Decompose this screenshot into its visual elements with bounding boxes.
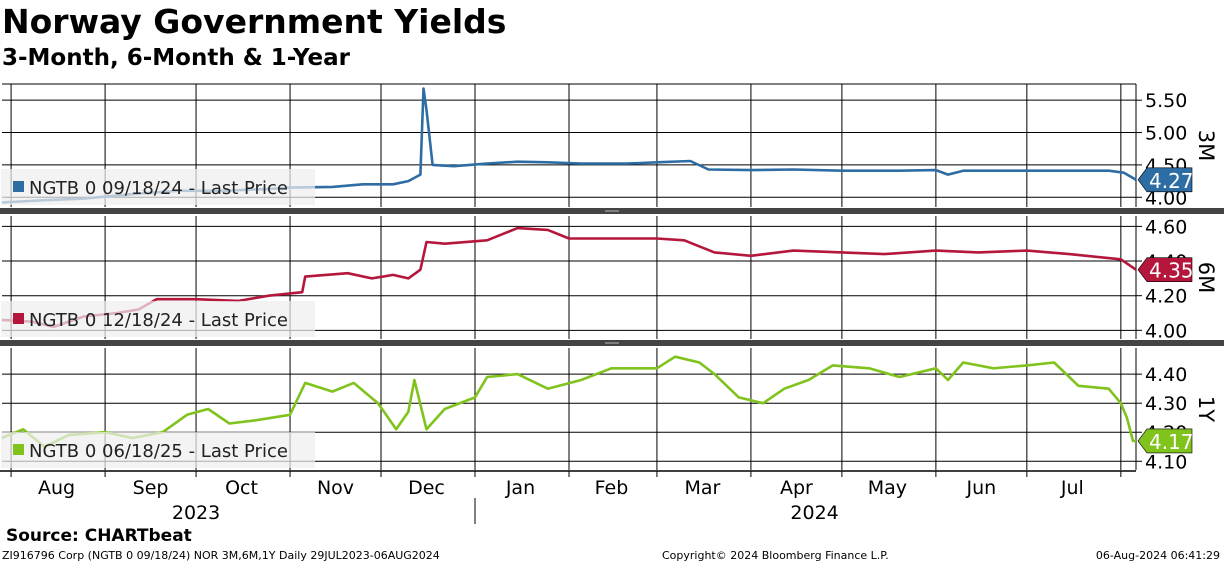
y-tick-label: 4.00 <box>1145 187 1187 209</box>
panel-axis-title: 6M <box>1194 262 1218 293</box>
x-tick-label: Oct <box>225 477 258 499</box>
y-tick-label: 4.20 <box>1145 286 1187 308</box>
legend-box <box>1 169 315 205</box>
y-tick-label: 5.50 <box>1145 90 1187 112</box>
series-line-1y <box>1 355 1136 449</box>
y-tick-label: 4.60 <box>1145 216 1187 238</box>
x-tick-label: Jun <box>966 477 997 499</box>
last-value-tag <box>1137 428 1193 454</box>
last-value-label: 4.27 <box>1149 169 1194 193</box>
legend-label: NGTB 0 12/18/24 - Last Price <box>29 310 288 331</box>
x-tick-label: Jan <box>505 477 535 499</box>
y-tick-label: 4.30 <box>1145 393 1187 415</box>
x-tick-label: Aug <box>38 477 75 499</box>
y-tick-label: 4.00 <box>1145 320 1187 342</box>
x-tick-label: Dec <box>408 477 445 499</box>
panel-axis-title: 3M <box>1194 130 1218 161</box>
chart-title: Norway Government Yields <box>2 2 507 41</box>
x-tick-label: Nov <box>317 477 354 499</box>
footer-copyright: Copyright© 2024 Bloomberg Finance L.P. <box>662 549 889 562</box>
y-tick-label: 4.40 <box>1145 364 1187 386</box>
y-tick-label: 4.10 <box>1145 451 1187 473</box>
legend-label: NGTB 0 06/18/25 - Last Price <box>29 441 288 462</box>
x-tick-label: Feb <box>595 477 629 499</box>
x-tick-label: Mar <box>684 477 720 499</box>
x-tick-label: Jul <box>1060 477 1084 499</box>
x-year-label: 2023 <box>172 502 220 524</box>
y-tick-label: 5.00 <box>1145 123 1187 145</box>
last-value-tag <box>1137 167 1193 193</box>
legend-swatch <box>13 313 24 324</box>
legend-box <box>1 432 315 468</box>
chart-subtitle: 3-Month, 6-Month & 1-Year <box>2 45 350 71</box>
footer-security-info: ZI916796 Corp (NGTB 0 09/18/24) NOR 3M,6… <box>2 549 440 562</box>
legend-swatch <box>13 181 24 192</box>
last-value-label: 4.35 <box>1149 259 1194 283</box>
last-value-tag <box>1137 257 1193 283</box>
footer-timestamp: 06-Aug-2024 06:41:29 <box>1095 549 1220 562</box>
legend-box <box>1 301 315 337</box>
x-year-label: 2024 <box>790 502 838 524</box>
last-value-label: 4.17 <box>1149 430 1194 454</box>
legend-swatch <box>13 444 24 455</box>
x-tick-label: May <box>868 477 907 499</box>
series-line-6m <box>1 226 1137 329</box>
panel-axis-title: 1Y <box>1194 396 1218 422</box>
source-note: Source: CHARTbeat <box>6 526 192 546</box>
x-tick-label: Sep <box>133 477 169 499</box>
x-tick-label: Apr <box>780 477 813 499</box>
legend-label: NGTB 0 09/18/24 - Last Price <box>29 178 288 199</box>
